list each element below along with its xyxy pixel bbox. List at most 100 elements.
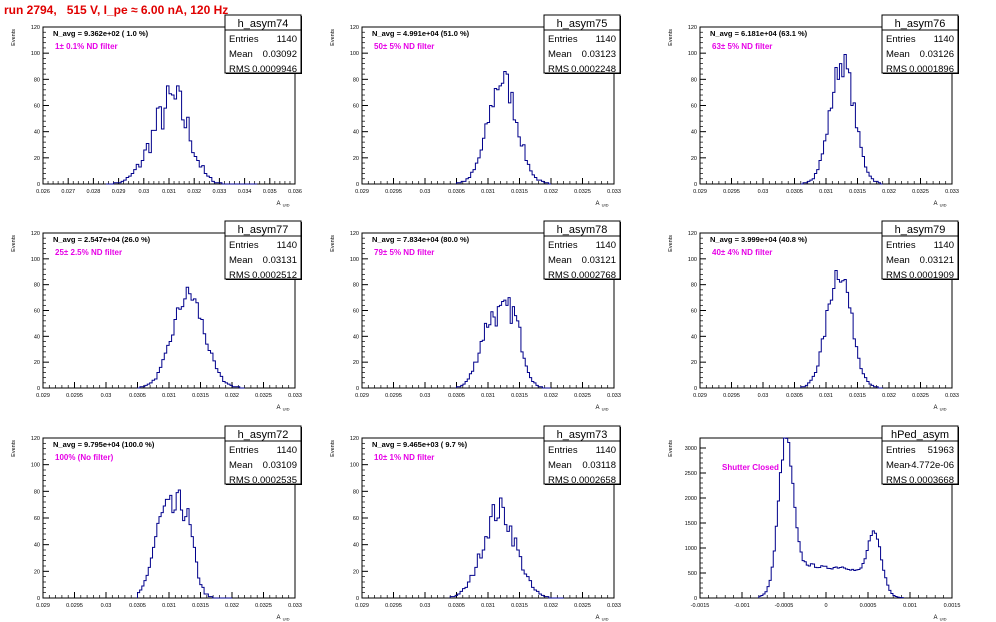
navg-label: N_avg = 6.181e+04 (63.1 %) (710, 29, 808, 38)
stats-value: 0.0002248 (571, 64, 616, 75)
x-tick-label: 0.033 (607, 189, 621, 195)
y-tick-label: 0 (37, 596, 40, 602)
stats-value: 1140 (277, 34, 297, 45)
x-tick-label: 0.0315 (511, 603, 528, 609)
filter-label: Shutter Closed (722, 463, 779, 472)
x-tick-label: 0.031 (162, 393, 176, 399)
stats-box: h_asym74 Entries 1140 Mean 0.03092 RMS 0.00099… (224, 14, 302, 75)
x-axis-label: A UID (277, 201, 290, 208)
y-tick-label: 40 (353, 543, 359, 549)
x-tick-label: 0.0325 (255, 393, 272, 399)
histogram-panel-h_asym72: 0 20 40 60 80 100 120 0.029 0.0295 0.03 0.0305 0.03… (11, 425, 302, 622)
stats-value: 1140 (934, 240, 954, 251)
stats-label: RMS (548, 64, 569, 75)
histogram-line (800, 53, 883, 185)
x-axis-label-sub: UID (602, 203, 609, 208)
x-tick-label: 0.031 (819, 189, 833, 195)
y-tick-label: 0 (37, 386, 40, 392)
x-tick-label: 0.033 (288, 603, 302, 609)
x-tick-label: 0.03 (758, 189, 769, 195)
x-axis-label-sub: UID (602, 617, 609, 622)
stats-value: 0.03123 (582, 49, 616, 60)
y-tick-label: 100 (31, 463, 40, 469)
histogram-panel-h_asym78: 0 20 40 60 80 100 120 0.029 0.0295 0.03 0.0305 0.03… (330, 220, 621, 412)
histogram-line (106, 85, 258, 185)
y-tick-label: 20 (34, 569, 40, 575)
x-tick-label: 0.0305 (129, 393, 146, 399)
y-tick-label: 0 (356, 386, 359, 392)
y-tick-label: 40 (691, 130, 697, 136)
stats-box: h_asym75 Entries 1140 Mean 0.03123 RMS 0.00022… (543, 14, 621, 75)
stats-label: Mean (886, 49, 910, 60)
x-tick-label: 0.032 (225, 393, 239, 399)
stats-label: Entries (886, 34, 916, 45)
x-tick-label: 0.0315 (849, 393, 866, 399)
stats-label: RMS (548, 475, 569, 486)
x-axis-label-sub: UID (940, 617, 947, 622)
stats-box-title: h_asym74 (238, 18, 289, 30)
stats-label: Mean (548, 49, 572, 60)
x-tick-label: 0.0315 (192, 603, 209, 609)
stats-value: 0.03109 (263, 460, 297, 471)
stats-label: Mean (229, 49, 253, 60)
stats-label: RMS (886, 64, 907, 75)
x-tick-label: 0.033 (213, 189, 227, 195)
x-axis-label: A UID (277, 615, 290, 622)
stats-label: Mean (229, 460, 253, 471)
x-tick-label: 0.033 (607, 603, 621, 609)
stats-value: 51963 (928, 445, 954, 456)
y-tick-label: 20 (353, 156, 359, 162)
x-tick-label: 0.03 (420, 603, 431, 609)
x-tick-label: 0.027 (61, 189, 75, 195)
x-tick-label: 0.029 (355, 393, 369, 399)
x-tick-label: 0.031 (819, 393, 833, 399)
stats-label: RMS (886, 270, 907, 281)
x-tick-label: 0.032 (882, 393, 896, 399)
y-tick-label: 100 (688, 51, 697, 57)
x-tick-label: 0.0325 (912, 393, 929, 399)
y-tick-label: 100 (31, 257, 40, 263)
y-tick-label: 0 (694, 386, 697, 392)
y-axis-label: Events (668, 29, 674, 46)
stats-value: 0.0002658 (571, 475, 616, 486)
histogram-line (449, 497, 564, 599)
stats-box-frame (543, 425, 621, 485)
x-tick-label: 0.029 (693, 393, 707, 399)
y-tick-label: 500 (688, 571, 697, 577)
stats-value: 0.0003668 (909, 475, 954, 486)
y-axis-label: Events (330, 29, 336, 46)
y-tick-label: 0 (37, 182, 40, 188)
y-tick-label: 80 (691, 77, 697, 83)
stats-label: Entries (548, 34, 578, 45)
y-tick-label: 40 (353, 130, 359, 136)
filter-label: 1± 0.1% ND filter (55, 42, 118, 51)
stats-label: Entries (886, 240, 916, 251)
x-tick-label: 0.03 (758, 393, 769, 399)
y-axis-label: Events (11, 29, 17, 46)
histogram-panel-h_asym76: 0 20 40 60 80 100 120 0.029 0.0295 0.03 0.0305 0.03… (668, 14, 959, 208)
y-tick-label: 100 (350, 51, 359, 57)
stats-value: 1140 (277, 445, 297, 456)
stats-label: Entries (229, 240, 259, 251)
navg-label: N_avg = 2.547e+04 (26.0 %) (53, 235, 151, 244)
filter-label: 25± 2.5% ND filter (55, 248, 122, 257)
stats-label: Mean (886, 255, 910, 266)
x-tick-label: 0.028 (87, 189, 101, 195)
y-tick-label: 40 (353, 334, 359, 340)
stats-value: 0.0009946 (252, 64, 297, 75)
page-title: run 2794, 515 V, I_pe ≈ 6.00 nA, 120 Hz (4, 3, 229, 17)
x-tick-label: 0.0295 (66, 393, 83, 399)
histogram-line (137, 489, 232, 599)
x-tick-label: 0.031 (481, 189, 495, 195)
x-tick-label: 0.0325 (255, 603, 272, 609)
y-tick-label: 80 (353, 489, 359, 495)
x-axis-label: A UID (596, 615, 609, 622)
x-axis-label-sub: UID (940, 407, 947, 412)
x-tick-label: 0.0325 (574, 393, 591, 399)
y-tick-label: 40 (34, 130, 40, 136)
x-tick-label: 0.032 (544, 603, 558, 609)
y-axis-label: Events (330, 235, 336, 252)
y-tick-label: 1000 (685, 546, 697, 552)
